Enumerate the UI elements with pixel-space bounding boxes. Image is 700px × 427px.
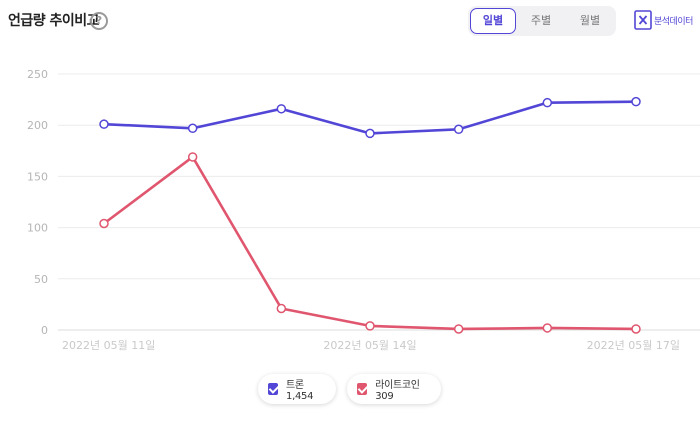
data-point-1-1: [187, 152, 198, 162]
x-tick-label: 2022년 05월 14일: [323, 338, 416, 352]
period-weekly-button[interactable]: 주별: [530, 14, 552, 27]
data-point-0-2: [276, 104, 287, 114]
period-daily-button[interactable]: 일별: [470, 8, 516, 34]
data-point-0-5: [542, 97, 553, 108]
data-point-1-5: [542, 323, 553, 333]
legend-item-tron[interactable]: 트론 1,454: [258, 374, 336, 404]
data-point-0-6: [631, 96, 641, 107]
series-line-1: [103, 155, 637, 331]
y-tick-label: 200: [27, 119, 48, 132]
y-tick-label: 150: [27, 170, 48, 183]
data-point-1-4: [453, 324, 464, 334]
period-toggle: 일별 주별 월별: [468, 6, 616, 36]
export-data-button[interactable]: 분석데이터: [634, 10, 693, 30]
legend-label: 트론 1,454: [286, 380, 314, 402]
chart-title: 언급량 추이비교: [8, 13, 100, 29]
legend-label: 라이트코인 309: [375, 380, 420, 402]
data-point-0-4: [453, 124, 464, 135]
legend-item-litecoin[interactable]: 라이트코인 309: [347, 374, 441, 404]
help-question-icon[interactable]: ?: [90, 12, 108, 30]
legend-checkbox-icon: [268, 383, 279, 395]
data-point-1-6: [631, 324, 641, 334]
y-tick-label: 50: [34, 273, 48, 286]
x-tick-label: 2022년 05월 17일: [587, 338, 680, 352]
excel-icon: [634, 10, 652, 30]
y-tick-label: 0: [41, 324, 48, 337]
data-point-0-1: [187, 123, 198, 134]
x-tick-label: 2022년 05월 11일: [62, 338, 155, 352]
data-point-1-0: [99, 218, 109, 229]
series-line-0: [103, 100, 637, 135]
y-tick-label: 250: [27, 68, 48, 81]
data-point-1-3: [365, 321, 375, 331]
export-data-label: 분석데이터: [654, 16, 693, 27]
data-point-0-3: [365, 128, 375, 139]
period-monthly-button[interactable]: 월별: [579, 14, 601, 27]
data-point-0-0: [99, 119, 109, 129]
y-tick-label: 100: [27, 222, 48, 235]
data-point-1-2: [276, 303, 287, 314]
line-chart: 0 50 100 150 200 250 2022년 05월 11일 2022년 05월 14…: [27, 68, 700, 352]
legend-checkbox-icon: [357, 383, 368, 395]
